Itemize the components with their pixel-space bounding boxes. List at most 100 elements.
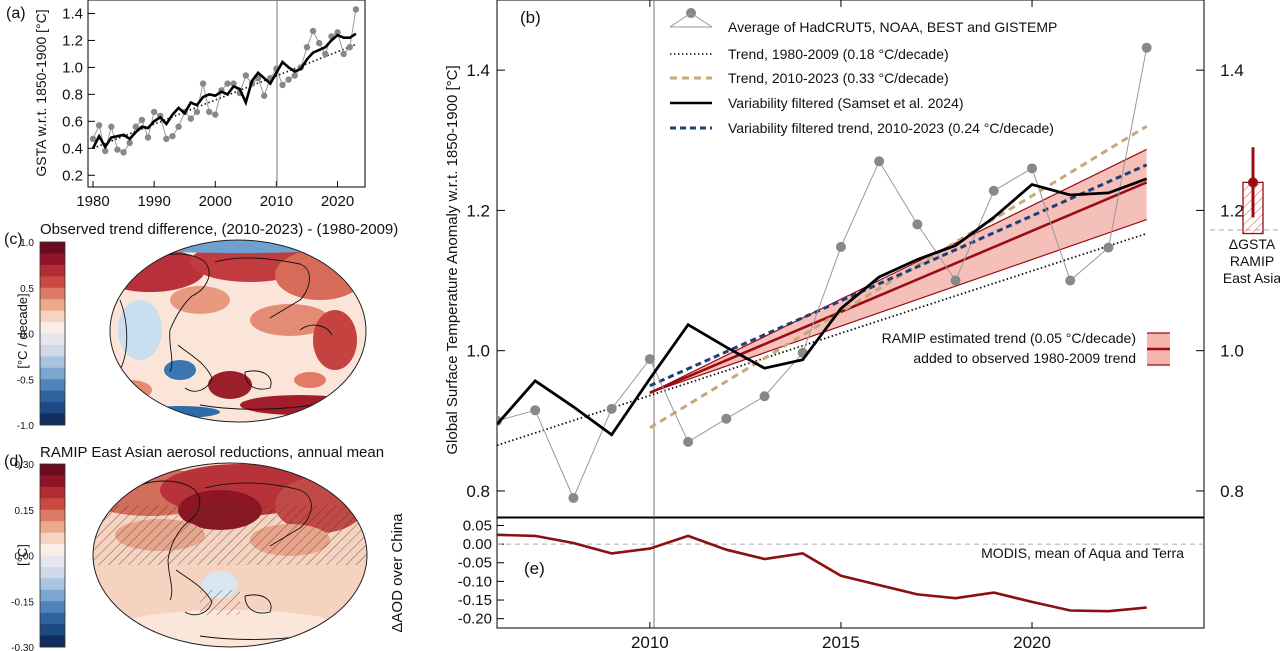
a-xtick-label: 2010 xyxy=(260,193,293,210)
a-obs-point xyxy=(291,72,298,79)
a-obs-point xyxy=(95,122,103,129)
colorbar-frame xyxy=(39,463,66,648)
b-obs-point xyxy=(683,436,694,447)
colorbar-swatch xyxy=(40,475,65,488)
panel-e-series xyxy=(497,533,1204,613)
a-obs-point xyxy=(89,135,97,143)
panel-c-label: (c) xyxy=(4,231,23,248)
panel-e-note: MODIS, mean of Aqua and Terra xyxy=(981,545,1184,561)
a-xtick-label: 1990 xyxy=(137,193,170,210)
b-obs-point xyxy=(950,275,961,286)
panel-b-yticks: 0.8 0.8 1.0 1.0 1.2 1.2 1.4 1.4 xyxy=(466,61,1243,501)
panel-b-legend: Average of HadCRUT5, NOAA, BEST and GIST… xyxy=(669,8,1057,136)
a-obs-point xyxy=(309,27,317,35)
a-obs-line xyxy=(92,9,357,153)
colorbar-swatch xyxy=(40,287,65,300)
panel-b-ramip-legend: RAMIP estimated trend (0.05 °C/decade) a… xyxy=(882,330,1170,366)
colorbar-swatch xyxy=(40,379,65,392)
colorbar-tick-label: -0.30 xyxy=(11,643,34,651)
panel-c-cbar-label: [°C / decade] xyxy=(15,293,30,368)
a-obs-point xyxy=(193,108,201,116)
colorbar-swatch xyxy=(40,486,65,499)
panel-c-title: Observed trend difference, (2010-2023) -… xyxy=(40,221,398,238)
colorbar-swatch xyxy=(40,390,65,403)
e-ytick-label: -0.15 xyxy=(458,592,492,609)
colorbar-swatch xyxy=(40,264,65,277)
colorbar-swatch xyxy=(40,333,65,346)
e-ytick-label: -0.10 xyxy=(458,573,492,590)
b-obs-point xyxy=(721,413,732,424)
e-ytick-label: 0.05 xyxy=(463,517,492,534)
b-ytick-label-right: 0.8 xyxy=(1220,482,1244,501)
colorbar-tick-label: 1.0 xyxy=(20,238,34,249)
colorbar-swatch xyxy=(40,566,65,579)
a-obs-point xyxy=(352,6,360,13)
e-xtick-label: 2015 xyxy=(822,633,860,651)
b-ramip-trend xyxy=(649,181,1148,394)
colorbar-swatch xyxy=(40,589,65,602)
a-ytick-label: 0.4 xyxy=(62,140,83,157)
a-ytick-label: 0.8 xyxy=(62,86,83,103)
a-obs-point xyxy=(303,43,311,51)
panel-c-map xyxy=(109,239,367,423)
a-obs-point xyxy=(316,39,323,47)
a-obs-point xyxy=(163,135,170,143)
b-obs-point xyxy=(835,241,846,252)
legend-trend-early: Trend, 1980-2009 (0.18 °C/decade) xyxy=(728,46,949,62)
b-obs-point xyxy=(568,492,579,503)
a-obs-point xyxy=(126,139,133,147)
b-filtered-trend xyxy=(649,163,1148,388)
colorbar-swatch xyxy=(40,344,65,357)
colorbar-swatch xyxy=(40,276,65,289)
colorbar-swatch xyxy=(40,601,65,614)
panel-e-xticks: 2010 2015 2020 xyxy=(631,0,1051,651)
panel-d-cbar-label: [°C] xyxy=(15,544,30,566)
panel-b-label: (b) xyxy=(520,8,541,27)
a-ytick-label: 1.4 xyxy=(62,5,83,22)
a-ytick-label: 1.0 xyxy=(62,59,83,76)
a-obs-point xyxy=(242,72,250,79)
b-ytick-label-left: 1.4 xyxy=(466,61,490,80)
colorbar-swatch xyxy=(40,532,65,545)
a-obs-point xyxy=(285,76,292,83)
panel-d-colorbar: 0.30 0.15 0.00 -0.15 -0.30 xyxy=(11,460,66,651)
a-obs-point xyxy=(187,115,195,122)
b-ytick-label-left: 0.8 xyxy=(466,482,490,501)
e-ytick-label: -0.05 xyxy=(458,555,492,572)
colorbar-tick-label: 0.5 xyxy=(20,284,34,295)
b-obs-point xyxy=(912,219,923,230)
a-obs-point xyxy=(114,146,121,153)
colorbar-tick-label: 0.15 xyxy=(15,506,35,517)
panel-c: (c) Observed trend difference, (2010-202… xyxy=(4,221,398,432)
b-obs-point xyxy=(606,403,617,414)
a-obs-point xyxy=(279,81,286,89)
colorbar-swatch xyxy=(40,299,65,312)
a-obs-point xyxy=(205,108,213,116)
panel-b-frame xyxy=(496,0,1205,518)
colorbar-swatch xyxy=(40,310,65,323)
side-box-marker xyxy=(1248,177,1258,188)
panel-d-label: (d) xyxy=(4,453,24,470)
b-ytick-label-left: 1.2 xyxy=(466,201,490,220)
a-obs-point xyxy=(175,123,182,130)
a-filtered-line xyxy=(91,32,357,150)
colorbar-tick-label: -0.15 xyxy=(11,597,34,608)
panel-d: (d) RAMIP East Asian aerosol reductions,… xyxy=(4,444,384,651)
b-obs-point xyxy=(988,185,999,196)
a-obs-point xyxy=(108,123,115,130)
colorbar-swatch xyxy=(40,367,65,380)
colorbar-swatch xyxy=(40,612,65,625)
b-obs-point xyxy=(1141,42,1152,53)
colorbar-tick-label: 0.0 xyxy=(20,330,34,341)
panel-e-frame xyxy=(496,517,1205,629)
e-xtick-label: 2010 xyxy=(631,633,669,651)
panel-b-ylabel: Global Surface Temperature Anomaly w.r.t… xyxy=(444,65,461,454)
a-trend-line xyxy=(92,43,357,150)
a-xtick-label: 2020 xyxy=(321,193,354,210)
panel-e-label: (e) xyxy=(524,559,545,578)
a-obs-point xyxy=(224,80,231,87)
colorbar-swatch xyxy=(40,322,65,334)
colorbar-swatch xyxy=(40,402,65,415)
b-obs-point xyxy=(759,391,770,402)
